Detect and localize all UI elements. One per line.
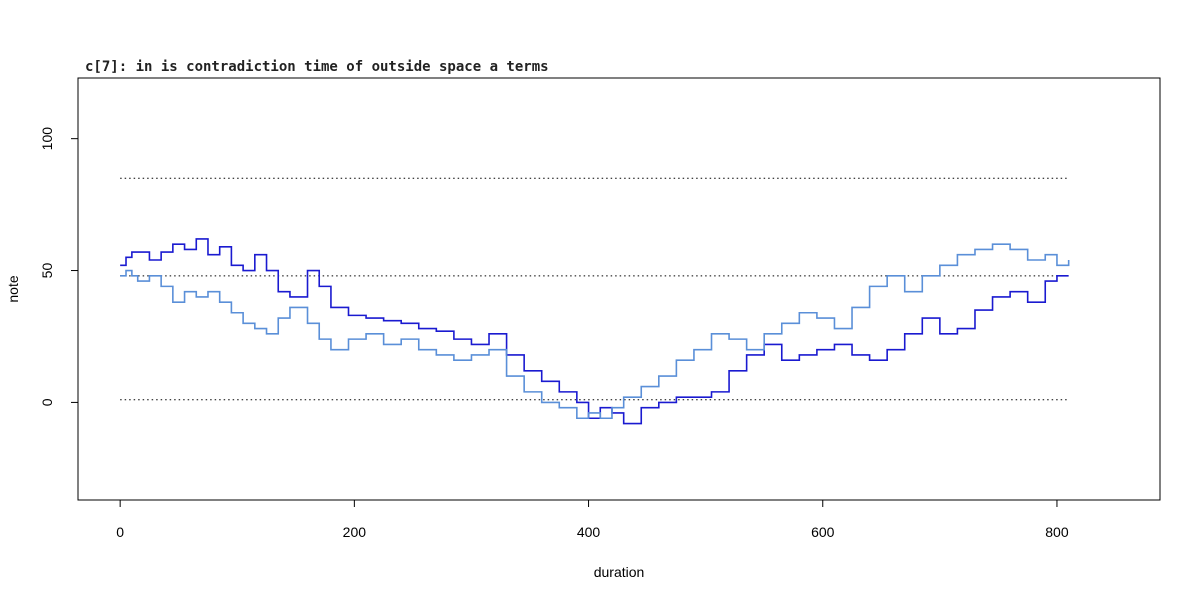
y-tick-label: 0 xyxy=(39,398,55,406)
x-tick-label: 0 xyxy=(116,524,124,540)
series-line-0 xyxy=(120,238,1069,425)
y-axis: 0 50 100 xyxy=(39,127,79,406)
y-axis-title: note xyxy=(5,275,21,302)
x-axis-title: duration xyxy=(594,564,645,580)
y-tick-label: 100 xyxy=(39,127,55,151)
y-tick-label: 50 xyxy=(39,263,55,279)
x-tick-label: 200 xyxy=(343,524,367,540)
x-axis: 0 200 400 600 800 xyxy=(116,499,1069,540)
x-tick-label: 600 xyxy=(811,524,835,540)
x-tick-label: 800 xyxy=(1045,524,1069,540)
reference-lines xyxy=(120,177,1069,401)
series-line-1 xyxy=(120,243,1070,420)
plot-frame xyxy=(77,77,1161,501)
series-group xyxy=(120,238,1070,425)
chart-title: c[7]: in is contradiction time of outsid… xyxy=(85,59,549,75)
x-tick-label: 400 xyxy=(577,524,601,540)
